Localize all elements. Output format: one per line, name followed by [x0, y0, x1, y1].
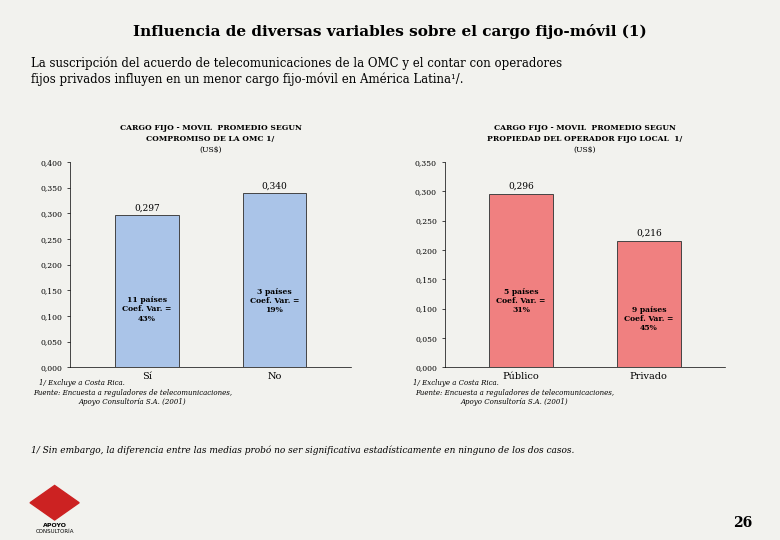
Text: PROPIEDAD DEL OPERADOR FIJO LOCAL  1/: PROPIEDAD DEL OPERADOR FIJO LOCAL 1/	[488, 135, 682, 143]
Bar	[243, 193, 307, 367]
Text: 9 países
Coef. Var. =
45%: 9 países Coef. Var. = 45%	[624, 306, 673, 332]
Bar	[115, 215, 179, 367]
Text: 0,340: 0,340	[261, 181, 287, 190]
Text: 26: 26	[733, 516, 753, 530]
Bar	[489, 194, 553, 367]
Text: 1/ Sin embargo, la diferencia entre las medias probó no ser significativa estadí: 1/ Sin embargo, la diferencia entre las …	[31, 446, 575, 455]
Text: Influencia de diversas variables sobre el cargo fijo-móvil (1): Influencia de diversas variables sobre e…	[133, 24, 647, 39]
Text: (US$): (US$)	[574, 145, 596, 153]
Text: 3 países
Coef. Var. =
19%: 3 países Coef. Var. = 19%	[250, 288, 299, 314]
Text: APOYO: APOYO	[43, 523, 66, 528]
Text: 0,297: 0,297	[134, 203, 160, 212]
Text: 0,216: 0,216	[636, 228, 661, 238]
Text: 11 países
Coef. Var. =
43%: 11 países Coef. Var. = 43%	[122, 296, 172, 322]
Text: CONSULTORÍA: CONSULTORÍA	[35, 529, 74, 534]
Bar	[617, 240, 681, 367]
Text: 0,296: 0,296	[509, 182, 534, 191]
Text: CARGO FIJO - MOVIL  PROMEDIO SEGUN: CARGO FIJO - MOVIL PROMEDIO SEGUN	[494, 124, 676, 132]
Text: Fuente: Encuesta a reguladores de telecomunicaciones,
Apoyo Consultoría S.A. (20: Fuente: Encuesta a reguladores de teleco…	[33, 389, 232, 406]
Text: 5 países
Coef. Var. =
31%: 5 países Coef. Var. = 31%	[497, 288, 546, 314]
Polygon shape	[30, 485, 80, 520]
Text: CARGO FIJO - MOVIL  PROMEDIO SEGUN: CARGO FIJO - MOVIL PROMEDIO SEGUN	[119, 124, 302, 132]
Text: 1/ Excluye a Costa Rica.: 1/ Excluye a Costa Rica.	[413, 379, 499, 387]
Text: Fuente: Encuesta a reguladores de telecomunicaciones,
Apoyo Consultoría S.A. (20: Fuente: Encuesta a reguladores de teleco…	[415, 389, 615, 406]
Text: COMPROMISO DE LA OMC 1/: COMPROMISO DE LA OMC 1/	[147, 135, 275, 143]
Text: (US$): (US$)	[200, 145, 222, 153]
Text: La suscripción del acuerdo de telecomunicaciones de la OMC y el contar con opera: La suscripción del acuerdo de telecomuni…	[31, 57, 562, 86]
Text: 1/ Excluye a Costa Rica.: 1/ Excluye a Costa Rica.	[39, 379, 125, 387]
